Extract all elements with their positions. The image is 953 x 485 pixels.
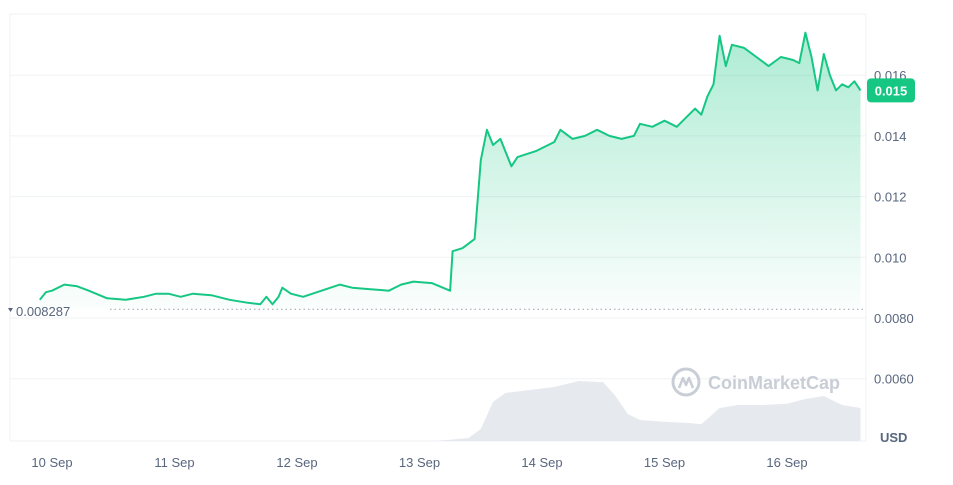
volume-area-shape bbox=[39, 381, 861, 441]
start-price-label: 0.008287 bbox=[16, 304, 70, 319]
currency-unit-label: USD bbox=[880, 430, 907, 445]
x-tick-label: 10 Sep bbox=[31, 455, 72, 470]
x-tick-label: 11 Sep bbox=[154, 455, 194, 470]
x-tick-label: 15 Sep bbox=[644, 455, 685, 470]
volume-area bbox=[39, 381, 861, 441]
current-price-label: 0.015 bbox=[875, 83, 908, 98]
price-area-fill bbox=[39, 32, 861, 310]
price-line bbox=[39, 31, 862, 306]
watermark: CoinMarketCap bbox=[671, 367, 840, 397]
x-tick-label: 16 Sep bbox=[766, 455, 807, 470]
watermark-text: CoinMarketCap bbox=[708, 373, 840, 393]
x-axis: 10 Sep 11 Sep 12 Sep 13 Sep 14 Sep 15 Sep 16 S… bbox=[31, 455, 807, 470]
x-tick-label: 12 Sep bbox=[276, 455, 317, 470]
y-tick-label: 0.010 bbox=[874, 250, 907, 265]
y-tick-label: 0.0060 bbox=[874, 372, 914, 387]
coinmarketcap-logo-icon bbox=[671, 367, 701, 397]
price-series bbox=[39, 31, 862, 310]
triangle-down-icon bbox=[8, 308, 13, 312]
y-tick-label: 0.0080 bbox=[874, 311, 914, 326]
current-price-badge: 0.015 bbox=[867, 78, 915, 103]
x-tick-label: 13 Sep bbox=[399, 455, 440, 470]
y-tick-label: 0.014 bbox=[874, 129, 907, 144]
x-tick-label: 14 Sep bbox=[521, 455, 562, 470]
y-tick-label: 0.012 bbox=[874, 190, 907, 205]
